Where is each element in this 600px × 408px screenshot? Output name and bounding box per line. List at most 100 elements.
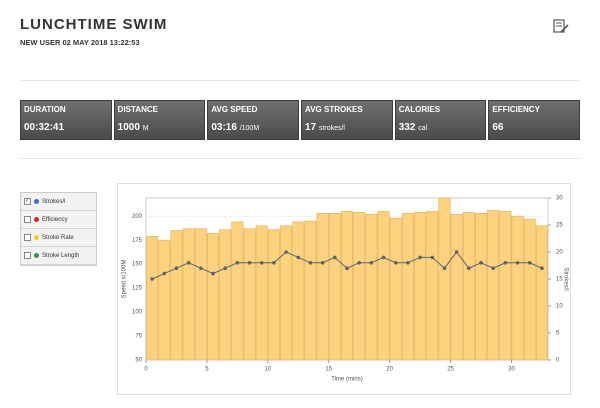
checkbox[interactable]: [24, 234, 31, 241]
legend-label: Efficiency: [42, 216, 68, 223]
bar: [316, 213, 329, 361]
checkbox[interactable]: [24, 252, 31, 259]
y-axis-label: Speed s/100M: [122, 260, 128, 299]
line-point: [308, 261, 313, 265]
bar: [170, 230, 183, 361]
bar: [353, 212, 366, 361]
line-point: [259, 261, 264, 265]
stat-value-row: 66: [492, 122, 576, 133]
line-point: [284, 250, 288, 254]
subtitle: NEW USER 02 MAY 2018 13:22:53: [20, 38, 140, 47]
bar: [487, 210, 500, 361]
bar: [280, 225, 293, 361]
line-point: [454, 250, 459, 254]
line-point: [515, 261, 520, 265]
stat-label: CALORIES: [398, 105, 441, 114]
y2-tick-label: 25: [556, 223, 563, 229]
bar: [426, 211, 439, 361]
line-point: [430, 255, 435, 260]
legend-label: Stroke Length: [42, 252, 80, 259]
bar: [231, 221, 244, 361]
bar: [304, 220, 317, 361]
stat-value-row: 17 strokes/l: [305, 122, 389, 133]
bar: [292, 221, 305, 361]
x-tick-label: 30: [508, 367, 515, 373]
y-tick-label: 150: [132, 262, 143, 268]
y-tick-label: 75: [135, 334, 142, 340]
line-point: [235, 261, 240, 265]
stats-bar: DURATION 00:32:41 DISTANCE 1000 M AVG SPEED 0…: [20, 100, 581, 140]
stat-value-row: 1000 M: [118, 122, 202, 133]
line-point: [174, 266, 179, 271]
stat-value: 17: [305, 122, 317, 133]
stat-unit: strokes/l: [318, 125, 345, 132]
y2-tick-label: 0: [556, 358, 560, 364]
legend-label: Strokes/l: [42, 198, 66, 205]
checkbox[interactable]: [24, 216, 31, 223]
x-tick-label: 0: [144, 367, 148, 373]
y-tick-label: 200: [132, 214, 143, 220]
bar: [267, 229, 280, 361]
bar: [182, 228, 195, 361]
bar: [243, 228, 256, 361]
legend: ✓ Strokes/l Efficiency Stroke Rate Stroke Le…: [20, 192, 97, 266]
line-point: [345, 266, 349, 271]
title: LUNCHTIME SWIM: [20, 16, 168, 33]
line-point: [540, 266, 544, 271]
y2-tick-label: 30: [556, 196, 563, 202]
bar: [511, 215, 524, 361]
bar: [328, 213, 341, 361]
x-tick-label: 25: [447, 367, 454, 373]
line-point: [503, 261, 508, 265]
stat-value-row: 00:32:41: [24, 122, 108, 133]
stat-unit: cal: [418, 125, 428, 132]
bar: [450, 213, 463, 361]
line-point: [296, 255, 301, 260]
stat-value-row: 332 cal: [399, 122, 483, 133]
stat-cell: DISTANCE 1000 M: [113, 100, 206, 140]
stat-value: 66: [492, 122, 504, 133]
line-point: [442, 266, 447, 271]
legend-dot: [34, 199, 39, 204]
legend-item[interactable]: Efficiency: [21, 211, 96, 229]
line-point: [369, 261, 374, 265]
checkbox[interactable]: ✓: [24, 198, 31, 205]
y2-tick-label: 10: [556, 304, 563, 310]
stat-value-row: 03:16 /100M: [211, 122, 295, 133]
legend-dot: [34, 253, 39, 258]
bar: [438, 197, 451, 361]
stat-label: DISTANCE: [117, 105, 158, 114]
bar: [219, 229, 232, 361]
line-point: [150, 277, 154, 281]
legend-dot: [34, 235, 39, 240]
legend-label: Stroke Rate: [42, 234, 74, 241]
line-point: [211, 271, 215, 276]
legend-item[interactable]: ✓ Strokes/l: [21, 193, 96, 211]
line-point: [406, 261, 410, 265]
bar: [535, 225, 548, 361]
line-point: [393, 261, 398, 265]
bar: [146, 236, 159, 361]
y2-tick-label: 5: [556, 331, 560, 337]
bar: [389, 217, 402, 361]
divider: [20, 80, 580, 81]
line-point: [479, 261, 483, 265]
bar: [401, 213, 414, 361]
line-point: [186, 261, 191, 265]
divider: [20, 158, 580, 159]
stat-cell: CALORIES 332 cal: [394, 100, 487, 140]
chart-panel: [117, 183, 571, 395]
stat-label: AVG SPEED: [211, 105, 258, 114]
line-point: [491, 266, 495, 271]
y-tick-label: 175: [132, 238, 143, 244]
bar: [255, 225, 268, 361]
stat-label: AVG STROKES: [305, 105, 363, 114]
legend-item[interactable]: Stroke Rate: [21, 229, 96, 247]
x-axis-label: Time (mins): [331, 377, 362, 383]
edit-icon[interactable]: [553, 18, 569, 34]
legend-item[interactable]: Stroke Length: [21, 247, 96, 265]
stat-value: 00:32:41: [24, 122, 65, 133]
stat-value: 03:16: [211, 122, 237, 133]
bar: [365, 213, 378, 361]
